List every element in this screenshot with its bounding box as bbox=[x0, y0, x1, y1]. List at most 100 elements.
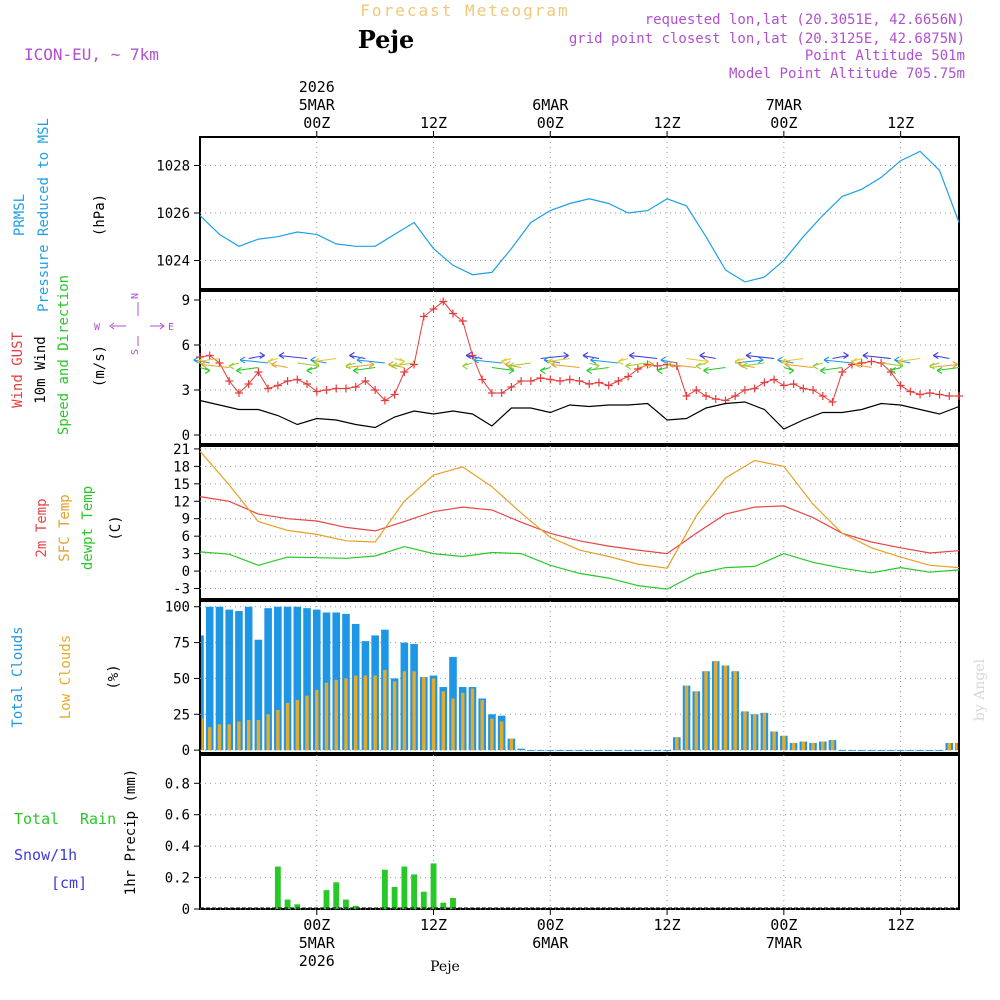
direction-arrow-head bbox=[667, 361, 674, 368]
pressure-unit: (hPa) bbox=[92, 194, 108, 236]
direction-arrow-head bbox=[819, 367, 826, 374]
direction-arrow bbox=[820, 366, 843, 372]
total-cloud-bar bbox=[225, 609, 233, 751]
total-cloud-bar bbox=[283, 606, 292, 751]
direction-arrow-head bbox=[473, 356, 479, 364]
direction-arrow-head bbox=[625, 362, 631, 370]
total-cloud-bar bbox=[205, 606, 214, 751]
total-cloud-bar bbox=[595, 750, 603, 751]
precip-ytick-label: 0.2 bbox=[165, 871, 190, 887]
total-cloud-bar bbox=[926, 750, 934, 751]
gust-marker bbox=[517, 377, 526, 385]
total-cloud-bar bbox=[848, 750, 856, 751]
direction-arrow-head bbox=[462, 362, 468, 370]
low-cloud-bar bbox=[480, 699, 484, 751]
low-cloud-bar bbox=[315, 689, 319, 751]
gust-marker bbox=[293, 375, 302, 384]
low-cloud-bar bbox=[684, 685, 689, 751]
low-cloud-bar bbox=[237, 721, 241, 751]
direction-arrow bbox=[310, 359, 327, 364]
rain-bar bbox=[294, 904, 301, 909]
gust-marker bbox=[234, 389, 243, 397]
direction-arrow-head bbox=[551, 361, 557, 368]
wind-ytick-label: 9 bbox=[182, 293, 190, 309]
direction-arrow bbox=[345, 363, 375, 369]
chart-title: Forecast Meteogram bbox=[360, 1, 569, 20]
gust-marker bbox=[283, 377, 292, 385]
low-cloud-bar bbox=[285, 702, 290, 751]
bottom-time-label: 00Z bbox=[537, 916, 564, 934]
gust-marker bbox=[507, 383, 516, 391]
gust-marker bbox=[468, 351, 477, 360]
gust-marker bbox=[731, 392, 740, 400]
direction-arrow-head bbox=[897, 358, 904, 365]
direction-arrow-head bbox=[890, 367, 896, 374]
direction-arrow-head bbox=[200, 361, 207, 368]
compass-east: E bbox=[168, 322, 174, 333]
rain-bar bbox=[284, 899, 291, 909]
precip-ytick-label: 0 bbox=[182, 902, 190, 918]
direction-arrow-head bbox=[239, 356, 246, 364]
total-cloud-bar bbox=[634, 750, 642, 751]
total-cloud-bar bbox=[556, 750, 564, 751]
wind-ytick-label: 0 bbox=[182, 428, 190, 444]
gust-marker bbox=[332, 384, 341, 393]
direction-arrow-head bbox=[582, 352, 589, 359]
rain-bar bbox=[333, 882, 340, 909]
gust-marker bbox=[390, 390, 399, 399]
gust-marker bbox=[818, 392, 827, 400]
total-cloud-bar bbox=[906, 750, 915, 751]
top-time-label: 12Z bbox=[420, 114, 447, 132]
compass-lines bbox=[109, 302, 165, 346]
direction-arrow bbox=[271, 363, 288, 369]
direction-arrow-head bbox=[757, 356, 764, 364]
pressure-line bbox=[199, 150, 960, 283]
gust-marker bbox=[458, 317, 467, 325]
top-time-label: 00Z bbox=[537, 114, 564, 132]
cloud-ytick-label: 25 bbox=[173, 707, 190, 723]
gust-marker bbox=[711, 395, 720, 403]
cloud-ytick-label: 50 bbox=[173, 671, 190, 687]
gust-marker bbox=[439, 297, 448, 306]
compass-south: S bbox=[130, 349, 141, 355]
direction-arrow bbox=[349, 354, 366, 360]
direction-arrow-head bbox=[228, 362, 235, 370]
low-cloud-bar bbox=[723, 665, 728, 751]
total-cloud-bar bbox=[536, 750, 545, 751]
gust-marker bbox=[361, 377, 370, 385]
gust-marker bbox=[643, 360, 652, 369]
bottom-time-label: 00Z bbox=[770, 916, 797, 934]
direction-arrow bbox=[197, 357, 220, 363]
gust-marker bbox=[809, 386, 818, 394]
total-cloud-bar bbox=[857, 750, 866, 751]
direction-arrow bbox=[582, 354, 600, 360]
temp-ytick-label: 9 bbox=[182, 512, 190, 528]
top-time-label: 6MAR bbox=[532, 96, 569, 114]
temp-unit: (C) bbox=[108, 515, 124, 540]
low-cloud-bar bbox=[422, 677, 426, 751]
direction-arrow bbox=[473, 359, 502, 364]
total-cloud-bar bbox=[653, 750, 662, 751]
direction-arrow bbox=[248, 354, 265, 360]
direction-arrow-head bbox=[812, 362, 819, 370]
gust-marker bbox=[312, 387, 321, 396]
gust-marker bbox=[906, 387, 915, 396]
total-cloud-bar bbox=[896, 750, 905, 751]
direction-arrow bbox=[933, 354, 950, 360]
total-cloud-label: Total Clouds bbox=[10, 626, 26, 727]
temp-dew-label: dewpt Temp bbox=[80, 486, 96, 570]
rain-bar bbox=[420, 891, 427, 909]
low-cloud-bar bbox=[201, 718, 204, 751]
direction-arrow-head bbox=[310, 356, 316, 364]
direction-arrow-head bbox=[388, 361, 394, 368]
direction-arrow bbox=[625, 362, 648, 367]
low-cloud-bar bbox=[353, 675, 358, 751]
low-cloud-bar bbox=[509, 738, 514, 751]
rain-bar bbox=[323, 890, 330, 909]
low-cloud-bar bbox=[733, 671, 737, 751]
direction-arrow bbox=[547, 357, 570, 363]
gust-marker bbox=[526, 377, 535, 385]
direction-arrow-head bbox=[236, 367, 242, 374]
direction-arrow bbox=[686, 357, 709, 363]
top-time-label: 00Z bbox=[303, 114, 330, 132]
